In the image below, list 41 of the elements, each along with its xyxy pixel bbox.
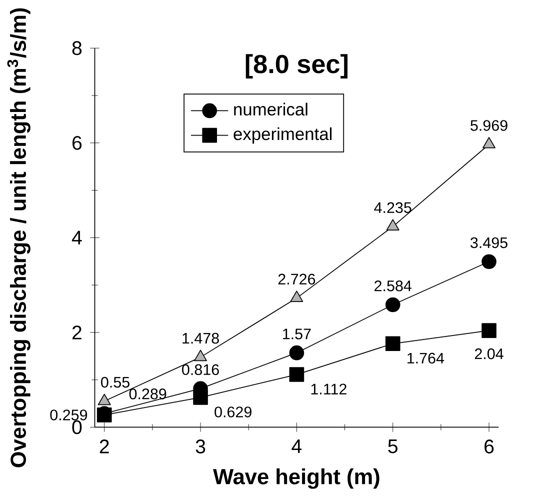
point [386, 219, 400, 230]
data-label: 1.478 [182, 332, 219, 344]
x-tick-label: 3 [196, 440, 206, 454]
data-label: 1.764 [408, 352, 444, 364]
data-label: 0.629 [214, 406, 252, 418]
x-tick-label: 2 [100, 440, 109, 454]
y-tick-label: 0 [72, 420, 82, 434]
point [482, 254, 496, 269]
point [193, 390, 208, 405]
data-label: 3.495 [470, 237, 508, 248]
data-label: 2.584 [374, 280, 412, 292]
data-label: 5.969 [470, 120, 508, 131]
legend-label: numerical [234, 102, 308, 116]
data-label: 1.57 [283, 328, 311, 340]
data-label: 0.816 [182, 364, 219, 376]
y-tick-label: 2 [72, 326, 82, 340]
data-label: 4.235 [374, 202, 412, 214]
legend-label: experimental [234, 127, 332, 144]
chart-title: [8.0 sec] [246, 54, 348, 78]
y-tick-label: 8 [72, 41, 82, 56]
data-label: 0.259 [50, 410, 88, 420]
point [385, 336, 400, 352]
y-tick-label: 6 [72, 136, 82, 150]
data-label: 0.55 [101, 376, 130, 388]
data-label: 2.726 [278, 274, 316, 285]
point [482, 136, 496, 148]
point [290, 290, 304, 302]
y-tick-label: 4 [72, 230, 82, 244]
x-tick-label: 4 [292, 440, 302, 454]
x-tick-label: 5 [388, 440, 398, 454]
y-axis-title: Overtopping discharge / unit length (m$^{3}$/s/m) [7, 8, 30, 468]
point [289, 345, 304, 360]
point [385, 297, 400, 312]
data-label: 1.112 [311, 384, 346, 394]
point [289, 367, 304, 382]
x-axis-title: Wave height (m) [213, 468, 380, 489]
x-tick-label: 6 [484, 440, 494, 454]
data-label: 2.04 [474, 348, 504, 360]
point [482, 323, 496, 338]
point [194, 350, 207, 362]
data-label: 0.289 [129, 388, 166, 400]
